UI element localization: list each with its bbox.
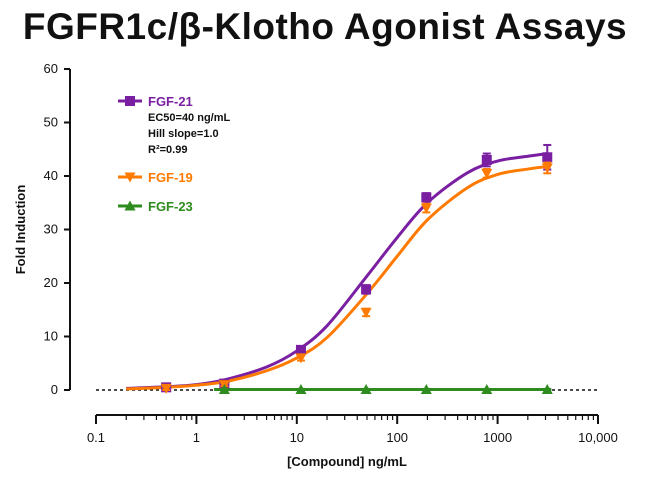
data-point-fgf-21	[295, 344, 306, 355]
y-tick-label: 30	[44, 222, 58, 237]
data-point-fgf-21	[481, 154, 492, 165]
axes: 0 10 20 30 40 50 60 Fold Induction 0.1 1 10 100 1000…	[13, 61, 618, 469]
x-tick-label: 10	[290, 430, 304, 445]
x-tick-label: 100	[386, 430, 408, 445]
x-tick-label: 10,000	[578, 430, 618, 445]
data-point-fgf-23	[218, 383, 230, 394]
y-tick-label: 0	[51, 382, 58, 397]
data-points	[160, 143, 553, 394]
fit-curves	[126, 152, 549, 391]
data-point-fgf-19	[295, 353, 307, 364]
fit-curve-fgf-19	[126, 164, 549, 391]
fit-curve-fgf-21	[126, 152, 549, 390]
y-tick-label: 60	[44, 61, 58, 76]
data-point-fgf-19	[541, 163, 553, 174]
legend-stat-fgf-21: Hill slope=1.0	[148, 128, 219, 140]
data-point-fgf-23	[541, 383, 553, 394]
y-tick-label: 20	[44, 275, 58, 290]
data-point-fgf-21	[421, 192, 432, 203]
data-point-fgf-23	[420, 383, 432, 394]
chart-title: FGFR1c/β-Klotho Agonist Assays	[22, 6, 628, 47]
x-tick-label: 1000	[483, 430, 512, 445]
y-tick-label: 50	[44, 115, 58, 130]
legend-marker-fgf-21	[125, 96, 135, 106]
legend-stat-fgf-21: EC50=40 ng/mL	[148, 112, 231, 124]
x-tick-label: 0.1	[87, 430, 105, 445]
x-axis-label: [Compound] ng/mL	[287, 454, 407, 469]
legend: FGF-21 EC50=40 ng/mL Hill slope=1.0 R²=0.99…	[118, 94, 231, 214]
data-point-fgf-19	[160, 383, 172, 394]
legend-label-fgf-23: FGF-23	[148, 199, 193, 214]
x-tick-label: 1	[193, 430, 200, 445]
data-point-fgf-19	[420, 203, 432, 214]
data-point-fgf-19	[481, 168, 493, 179]
y-axis-label: Fold Induction	[13, 185, 28, 275]
legend-marker-fgf-23	[124, 200, 136, 211]
legend-label-fgf-21: FGF-21	[148, 94, 193, 109]
data-point-fgf-21	[542, 152, 553, 163]
legend-stat-fgf-21: R²=0.99	[148, 144, 187, 156]
data-point-fgf-19	[360, 307, 372, 318]
legend-marker-fgf-19	[124, 172, 136, 183]
data-point-fgf-23	[360, 383, 372, 394]
y-tick-label: 10	[44, 329, 58, 344]
legend-label-fgf-19: FGF-19	[148, 170, 193, 185]
y-tick-label: 40	[44, 168, 58, 183]
data-point-fgf-23	[295, 383, 307, 394]
data-point-fgf-21	[361, 284, 372, 295]
data-point-fgf-23	[481, 383, 493, 394]
